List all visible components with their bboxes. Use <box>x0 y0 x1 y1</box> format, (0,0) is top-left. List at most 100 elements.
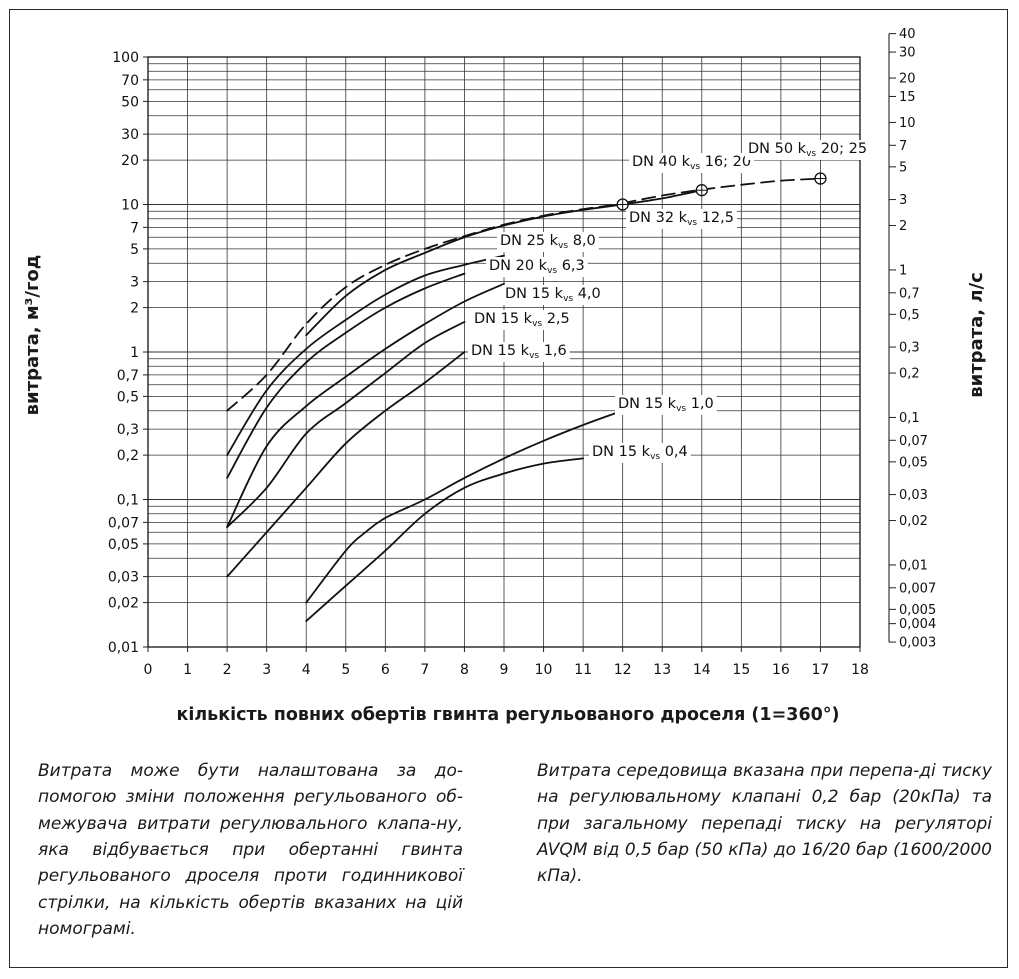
series-label-bg <box>629 153 755 173</box>
x-tick-label: 4 <box>302 662 311 678</box>
y-tick-label-right: 0,3 <box>899 341 920 356</box>
y-tick-label-left: 20 <box>121 153 139 169</box>
y-tick-label-right: 0,003 <box>899 636 936 651</box>
series-label-bg <box>471 310 573 330</box>
x-tick-label: 3 <box>262 662 271 678</box>
x-tick-label: 6 <box>381 662 390 678</box>
y-tick-label-right: 30 <box>899 46 916 61</box>
series-label-bg <box>615 395 717 415</box>
x-tick-label: 10 <box>535 662 553 678</box>
series-label-4: DN 15 kvs 4,0 <box>505 286 601 304</box>
x-tick-label: 14 <box>693 662 711 678</box>
y-tick-label-right: 10 <box>899 116 916 131</box>
y-tick-label-left: 7 <box>130 220 139 236</box>
y-tick-label-right: 40 <box>899 27 916 42</box>
y-tick-label-right: 0,01 <box>899 558 928 573</box>
y-tick-label-left: 0,05 <box>108 537 139 553</box>
y-tick-label-right: 0,5 <box>899 308 920 323</box>
y-tick-label-left: 0,01 <box>108 640 139 656</box>
x-tick-label: 11 <box>574 662 592 678</box>
y-axis-title-right: витрата, л/с <box>966 272 987 398</box>
x-tick-label: 12 <box>614 662 632 678</box>
x-tick-label: 9 <box>500 662 509 678</box>
y-tick-label-right: 0,2 <box>899 367 920 382</box>
note-paragraph-left: Витрата може бути налаштована за до-помо… <box>38 761 463 940</box>
series-label-6: DN 25 kvs 8,0 <box>500 233 596 251</box>
y-tick-label-right: 7 <box>899 139 907 154</box>
y-tick-label-left: 5 <box>130 242 139 258</box>
figure-frame <box>9 9 1008 968</box>
x-tick-label: 13 <box>653 662 671 678</box>
series-label-bg <box>486 257 588 277</box>
x-axis-title: кількість повних обертів гвинта регульов… <box>176 705 840 725</box>
y-tick-label-left: 0,07 <box>108 515 139 531</box>
series-labels: DN 15 kvs 0,4 DN 15 kvs 1,0 DN 15 kvs 1,6 D… <box>468 140 871 463</box>
series-label-1: DN 15 kvs 1,0 <box>618 396 714 414</box>
y-tick-label-left: 0,03 <box>108 570 139 586</box>
y-tick-label-left: 0,3 <box>117 422 139 438</box>
y-tick-label-right: 15 <box>899 90 916 105</box>
series-label-5: DN 20 kvs 6,3 <box>489 258 585 276</box>
y-tick-label-left: 0,5 <box>117 389 139 405</box>
series-label-bg <box>589 443 691 463</box>
y-tick-label-left: 0,7 <box>117 368 139 384</box>
series-line-1 <box>305 409 624 604</box>
y-tick-label-left: 0,02 <box>108 596 139 612</box>
y-tick-label-right: 0,05 <box>899 455 928 470</box>
x-tick-label: 18 <box>851 662 869 678</box>
y-tick-label-left: 0,1 <box>117 493 139 509</box>
x-tick-label: 1 <box>183 662 192 678</box>
y-tick-label-right: 0,7 <box>899 286 920 301</box>
y-tick-label-left: 30 <box>121 127 139 143</box>
note-paragraph-right: Витрата середовища вказана при перепа-ді… <box>537 761 992 887</box>
series-label-bg <box>745 140 871 160</box>
series-line-9 <box>621 177 822 205</box>
series-line-2 <box>226 351 466 578</box>
y-tick-label-right: 0,005 <box>899 603 936 618</box>
y-tick-label-right: 5 <box>899 160 907 175</box>
y-tick-label-left: 100 <box>112 50 139 66</box>
series-label-bg <box>502 285 604 305</box>
y-tick-label-right: 0,004 <box>899 617 936 632</box>
series-label-8: DN 40 kvs 16; 20 <box>632 154 751 172</box>
x-tick-label: 2 <box>223 662 232 678</box>
x-tick-label: 0 <box>144 662 153 678</box>
series-line-6 <box>226 254 505 456</box>
x-tick-label: 7 <box>420 662 429 678</box>
y-tick-label-left: 1 <box>130 345 139 361</box>
y-tick-label-right: 0,007 <box>899 581 936 596</box>
y-tick-label-right: 3 <box>899 193 907 208</box>
series-label-7: DN 32 kvs 12,5 <box>629 210 734 228</box>
y-tick-label-left: 0,2 <box>117 448 139 464</box>
series-label-3: DN 15 kvs 2,5 <box>474 311 570 329</box>
x-tick-label: 5 <box>341 662 350 678</box>
x-tick-label: 17 <box>812 662 830 678</box>
y-tick-label-right: 20 <box>899 72 916 87</box>
series-label-bg <box>497 232 599 252</box>
y-tick-label-right: 1 <box>899 263 907 278</box>
series-line-0 <box>305 457 585 622</box>
y-tick-label-right: 0,03 <box>899 488 928 503</box>
series-line-4 <box>226 282 505 528</box>
y-tick-label-left: 50 <box>121 94 139 110</box>
series-line-3 <box>226 320 466 528</box>
x-tick-label: 15 <box>732 662 750 678</box>
x-tick-label: 8 <box>460 662 469 678</box>
y-tick-label-left: 10 <box>121 198 139 214</box>
y-tick-label-right: 2 <box>899 219 907 234</box>
series-label-0: DN 15 kvs 0,4 <box>592 444 688 462</box>
y-tick-label-right: 0,1 <box>899 411 920 426</box>
series-label-bg <box>468 342 570 362</box>
series-label-2: DN 15 kvs 1,6 <box>471 343 567 361</box>
series-label-9: DN 50 kvs 20; 25 <box>748 141 867 159</box>
series-group <box>226 172 827 622</box>
y-axis-title-left: витрата, м³/год <box>22 254 43 416</box>
y-tick-label-left: 3 <box>130 275 139 291</box>
series-line-5 <box>226 272 466 479</box>
y-tick-label-left: 2 <box>130 301 139 317</box>
y-tick-label-right: 0,07 <box>899 434 928 449</box>
x-tick-label: 16 <box>772 662 790 678</box>
series-label-bg <box>626 209 737 229</box>
y-tick-label-right: 0,02 <box>899 514 928 529</box>
flow-chart: 1007050302010753210,70,50,30,20,10,070,0… <box>108 27 936 678</box>
